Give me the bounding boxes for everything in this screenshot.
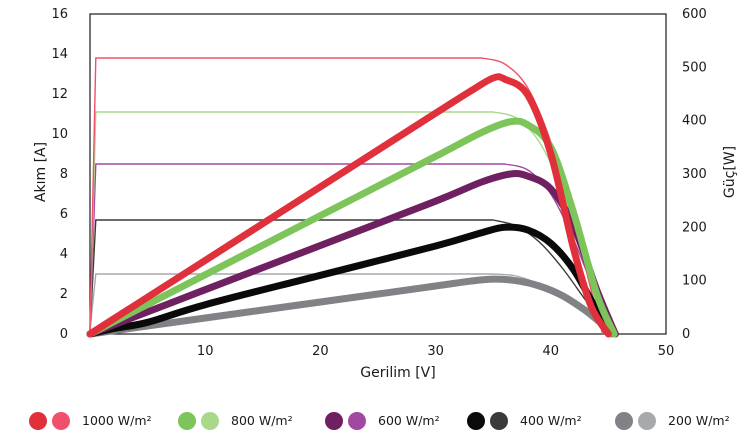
- x-tick-label: 20: [312, 344, 329, 359]
- y2-tick-label: 500: [682, 60, 707, 75]
- x-axis-title: Gerilim [V]: [360, 365, 435, 381]
- y2-tick-label: 300: [682, 167, 707, 182]
- y-tick-label: 6: [60, 207, 68, 222]
- y2-tick-label: 0: [682, 327, 690, 342]
- x-tick-label: 50: [658, 344, 675, 359]
- y-tick-label: 12: [51, 87, 68, 102]
- legend-swatch-secondary: [490, 412, 508, 430]
- power-curve-0: [86, 73, 612, 338]
- y-tick-label: 10: [51, 127, 68, 142]
- plot-frame: [89, 13, 667, 335]
- chart-axes: [89, 13, 667, 335]
- y-axis-title: Akım [A]: [33, 142, 49, 202]
- x-tick-label: 30: [427, 344, 444, 359]
- y2-tick-label: 100: [682, 274, 707, 289]
- y-tick-label: 8: [60, 167, 68, 182]
- x-tick-label: 10: [197, 344, 214, 359]
- legend-swatch-primary: [178, 412, 196, 430]
- legend-swatch-secondary: [201, 412, 219, 430]
- y2-tick-label: 400: [682, 114, 707, 129]
- y-tick-label: 4: [60, 247, 68, 262]
- chart-ticks: 0 2 4 6 8 10 12 14 16 0 100 200 300 400 500 600 10 20 30 40…: [51, 7, 706, 359]
- legend-swatch-primary: [325, 412, 343, 430]
- y2-tick-label: 200: [682, 220, 707, 235]
- y2-tick-label: 600: [682, 7, 707, 22]
- legend-label: 800 W/m²: [231, 413, 293, 428]
- legend-swatch-primary: [29, 412, 47, 430]
- chart-series: [86, 57, 619, 338]
- current-curve-2: [89, 163, 613, 335]
- y-tick-label: 16: [51, 7, 68, 22]
- chart-legend: 1000 W/m² 800 W/m² 600 W/m² 400 W/m² 200 W/m…: [29, 412, 730, 430]
- x-tick-label: 40: [543, 344, 560, 359]
- legend-swatch-secondary: [52, 412, 70, 430]
- legend-label: 400 W/m²: [520, 413, 582, 428]
- y2-axis-title: Güç[W]: [722, 146, 738, 198]
- legend-swatch-primary: [615, 412, 633, 430]
- power-curve-1: [86, 117, 618, 338]
- legend-swatch-primary: [467, 412, 485, 430]
- power-curve-4: [86, 275, 616, 338]
- y-tick-label: 0: [60, 327, 68, 342]
- legend-label: 1000 W/m²: [82, 413, 152, 428]
- legend-label: 200 W/m²: [668, 413, 730, 428]
- y-tick-label: 2: [60, 287, 68, 302]
- legend-swatch-secondary: [348, 412, 366, 430]
- legend-swatch-secondary: [638, 412, 656, 430]
- legend-label: 600 W/m²: [378, 413, 440, 428]
- y-tick-label: 14: [51, 47, 68, 62]
- power-curve-3: [86, 223, 619, 338]
